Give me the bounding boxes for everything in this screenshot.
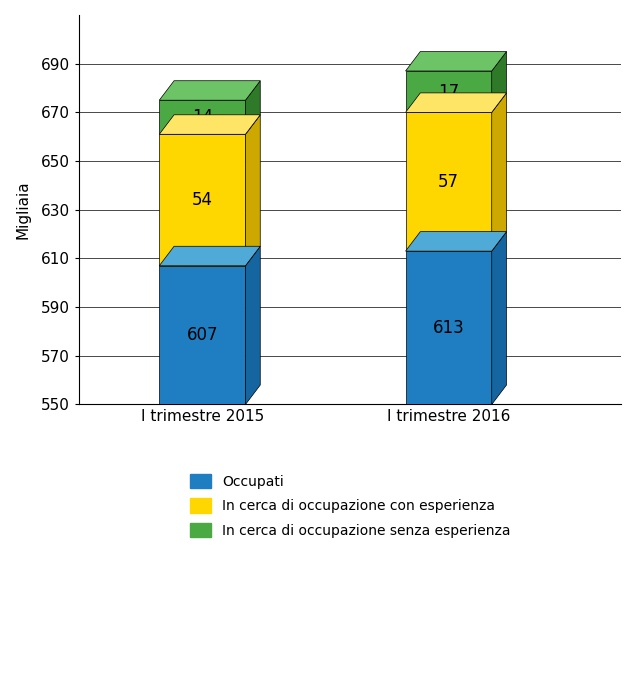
- FancyBboxPatch shape: [406, 112, 492, 251]
- Polygon shape: [406, 51, 506, 71]
- Polygon shape: [159, 81, 260, 100]
- Polygon shape: [245, 115, 260, 265]
- Text: 57: 57: [438, 173, 459, 191]
- Text: 613: 613: [432, 319, 464, 337]
- FancyBboxPatch shape: [159, 134, 245, 265]
- Legend: Occupati, In cerca di occupazione con esperienza, In cerca di occupazione senza : Occupati, In cerca di occupazione con es…: [190, 474, 510, 538]
- Polygon shape: [245, 81, 260, 134]
- Text: 607: 607: [186, 326, 218, 344]
- Polygon shape: [245, 246, 260, 404]
- Polygon shape: [406, 93, 506, 112]
- Polygon shape: [406, 232, 506, 251]
- Polygon shape: [492, 232, 506, 404]
- FancyBboxPatch shape: [159, 100, 245, 134]
- FancyBboxPatch shape: [406, 71, 492, 112]
- Polygon shape: [492, 51, 506, 112]
- Polygon shape: [492, 93, 506, 251]
- Y-axis label: Migliaia: Migliaia: [15, 181, 30, 239]
- Text: 14: 14: [192, 108, 213, 127]
- Text: 54: 54: [192, 191, 213, 209]
- FancyBboxPatch shape: [147, 404, 599, 424]
- Polygon shape: [159, 115, 260, 134]
- FancyBboxPatch shape: [406, 251, 492, 404]
- Text: 17: 17: [438, 83, 459, 101]
- FancyBboxPatch shape: [159, 265, 245, 404]
- Polygon shape: [159, 246, 260, 265]
